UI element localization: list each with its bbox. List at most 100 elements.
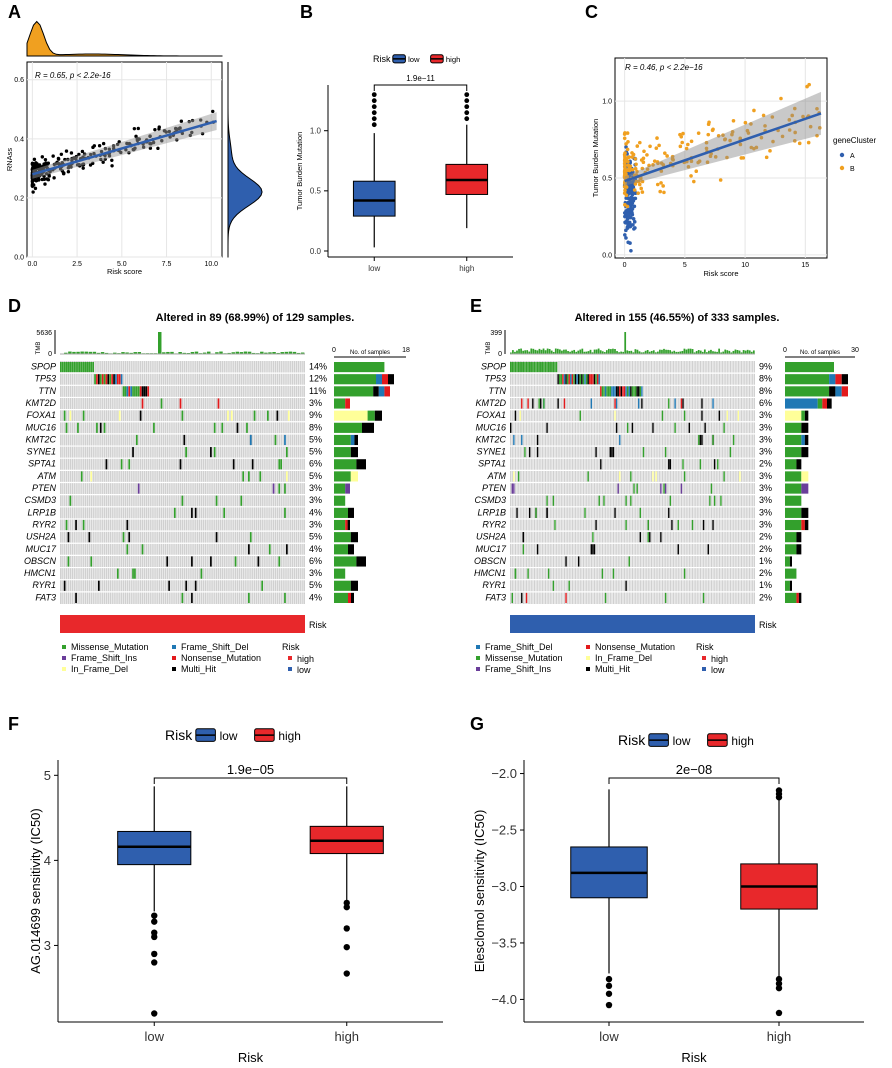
mutation-cell <box>555 362 558 373</box>
mutation-cell <box>683 568 686 579</box>
tmb-bar <box>614 349 616 354</box>
sample-count-bar <box>354 434 358 446</box>
data-point <box>64 149 69 153</box>
legend-key-low <box>288 667 292 671</box>
mutation-cell <box>227 410 229 421</box>
legend-key <box>62 667 66 671</box>
data-point-clusterB <box>763 124 767 128</box>
mutation-cell <box>639 532 642 543</box>
tmb-bar <box>599 350 602 354</box>
data-point-clusterB <box>752 108 756 113</box>
data-point <box>43 182 47 186</box>
mutation-cell <box>641 398 643 409</box>
mutation-cell <box>612 386 615 397</box>
mutation-cell <box>633 386 635 397</box>
tmb-bar <box>648 351 651 354</box>
data-point-clusterB <box>663 151 667 155</box>
data-point-clusterB <box>768 149 772 153</box>
tmb-bar <box>518 348 520 354</box>
tmb-bar <box>526 350 529 354</box>
data-point-clusterB <box>640 179 645 184</box>
mutation-cell <box>67 532 70 543</box>
tmb-max-label: 5636 <box>36 330 52 337</box>
mutation-cell <box>611 386 613 397</box>
mutation-cell <box>585 374 588 385</box>
mutation-cell <box>682 398 684 409</box>
tmb-bar <box>536 350 539 354</box>
mutation-cell <box>116 568 119 579</box>
data-point-clusterB <box>805 84 809 89</box>
mutation-cell <box>631 422 634 433</box>
tmb-label: TMB <box>36 342 42 355</box>
mutation-cell <box>543 398 545 409</box>
tmb-bar <box>575 351 578 354</box>
mutation-cell <box>128 386 131 397</box>
mutation-cell <box>543 362 545 373</box>
data-point-clusterA <box>632 220 637 224</box>
mutation-cell <box>517 362 520 373</box>
outlier-point <box>151 918 158 925</box>
tmb-bar <box>742 350 745 354</box>
data-point-clusterB <box>633 157 638 161</box>
mutation-cell <box>134 568 136 579</box>
mutation-cell <box>521 398 523 409</box>
tmb-bar <box>581 348 584 354</box>
legend-label-high: high <box>731 734 753 748</box>
mutation-cell <box>647 519 649 531</box>
outlier-point <box>605 982 613 990</box>
data-point-clusterB <box>639 186 644 191</box>
mutation-cell <box>671 519 673 531</box>
mutation-cell <box>191 592 193 603</box>
outlier-point <box>605 975 613 983</box>
tmb-bar <box>597 348 600 354</box>
sample-count-bar <box>348 592 351 603</box>
mutation-cell <box>718 410 721 421</box>
outlier-point <box>371 104 377 110</box>
tmb-bar <box>689 348 692 354</box>
mutation-cell <box>513 434 515 446</box>
tmb-bar <box>714 351 716 354</box>
data-point-clusterB <box>790 113 795 118</box>
percent-label: 4% <box>309 507 322 517</box>
data-point <box>43 157 48 162</box>
tmb-bar <box>710 349 712 354</box>
legend-label: Multi_Hit <box>595 664 631 674</box>
data-point-clusterB <box>770 115 775 119</box>
sample-count-bar <box>785 471 802 482</box>
gene-label: KMT2D <box>25 398 56 408</box>
mutation-cell <box>704 422 706 433</box>
pvalue-bracket <box>153 777 348 784</box>
tmb-bar <box>681 350 684 354</box>
outlier-point <box>343 925 350 932</box>
mutation-cell <box>536 362 539 373</box>
marginal-density-y <box>227 62 263 258</box>
data-point <box>97 143 102 148</box>
percent-label: 4% <box>309 592 322 602</box>
x-tick-label: 5 <box>683 262 687 269</box>
mutation-cell <box>614 386 616 397</box>
tmb-bar <box>538 348 541 354</box>
legend-label-high: high <box>446 55 460 64</box>
data-point-clusterB <box>622 191 627 195</box>
mutation-cell <box>649 532 651 543</box>
mutation-cell <box>61 362 64 373</box>
percent-label: 3% <box>309 495 322 505</box>
mutation-cell <box>538 362 540 373</box>
data-point-clusterB <box>704 140 709 145</box>
tmb-bar <box>84 351 88 354</box>
tmb-bar <box>669 350 671 354</box>
data-point-clusterB <box>655 136 659 140</box>
sample-count-bar <box>388 374 394 385</box>
sample-count-bar <box>835 386 842 397</box>
tmb-bar <box>272 352 276 354</box>
data-point <box>81 166 85 170</box>
data-point-clusterA <box>628 241 632 245</box>
data-point-clusterB <box>741 156 746 160</box>
mutation-cell <box>547 362 550 373</box>
mutation-cell <box>181 410 184 421</box>
outlier-point <box>464 92 470 98</box>
mutation-cell <box>179 459 182 470</box>
sample-count-bar <box>345 519 348 531</box>
mutation-cell <box>625 495 627 506</box>
